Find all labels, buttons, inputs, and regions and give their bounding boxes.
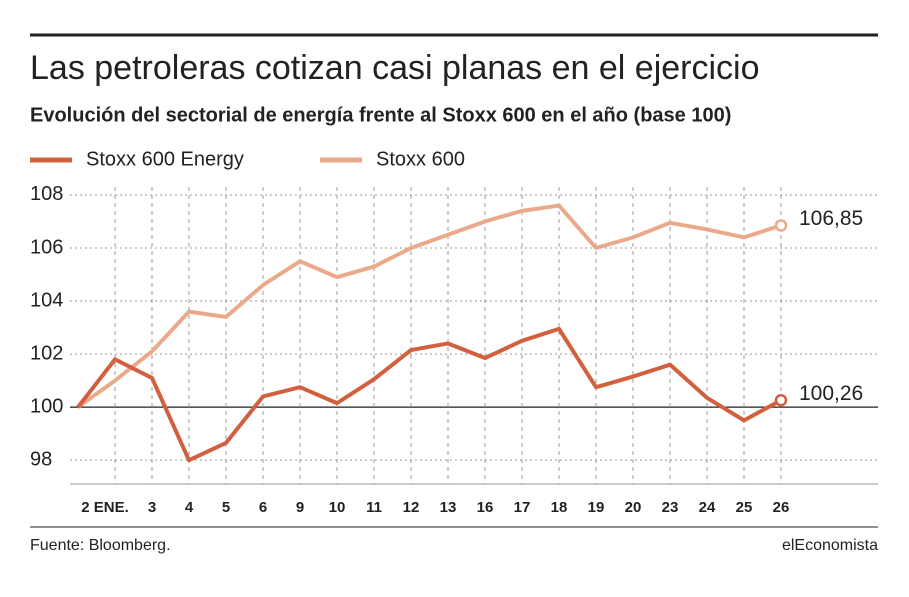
brand: elEconomista	[782, 537, 878, 554]
x-tick-label: 3	[148, 499, 156, 516]
x-tick-label: 17	[514, 499, 531, 516]
x-tick-label: 26	[773, 499, 790, 516]
series-line	[76, 326, 782, 463]
x-tick-label: 10	[329, 499, 346, 516]
chart-subtitle: Evolución del sectorial de energía frent…	[30, 104, 731, 126]
x-tick-label: 12	[403, 499, 420, 516]
legend-label: Stoxx 600	[376, 148, 465, 170]
x-tick-label: 6	[259, 499, 267, 516]
end-point	[774, 219, 788, 232]
x-tick-label: 16	[477, 499, 494, 516]
x-tick-label: 4	[185, 499, 194, 516]
x-tick-label: 24	[699, 499, 716, 516]
x-tick-label: 25	[736, 499, 753, 516]
x-tick-label: 19	[588, 499, 605, 516]
legend-label: Stoxx 600 Energy	[86, 148, 244, 170]
x-tick-label: 13	[440, 499, 457, 516]
source: Fuente: Bloomberg.	[30, 537, 171, 554]
series-line	[76, 203, 782, 409]
y-tick-label: 106	[30, 236, 63, 258]
value-label: 100,26	[799, 382, 863, 405]
x-tick-label: 20	[625, 499, 642, 516]
y-tick-label: 108	[30, 183, 63, 205]
x-tick-label: 5	[222, 499, 230, 516]
x-tick-label: 11	[366, 499, 382, 516]
x-tick-label: 2 ENE.	[81, 499, 129, 516]
value-label: 106,85	[799, 207, 863, 230]
chart-title: Las petroleras cotizan casi planas en el…	[30, 49, 760, 87]
y-tick-label: 98	[30, 448, 52, 470]
x-tick-label: 9	[296, 499, 304, 516]
y-tick-label: 100	[30, 395, 63, 417]
x-tick-label: 18	[551, 499, 568, 516]
x-tick-label: 23	[662, 499, 679, 516]
y-tick-label: 102	[30, 342, 63, 364]
y-tick-label: 104	[30, 289, 63, 311]
end-point	[774, 393, 788, 407]
